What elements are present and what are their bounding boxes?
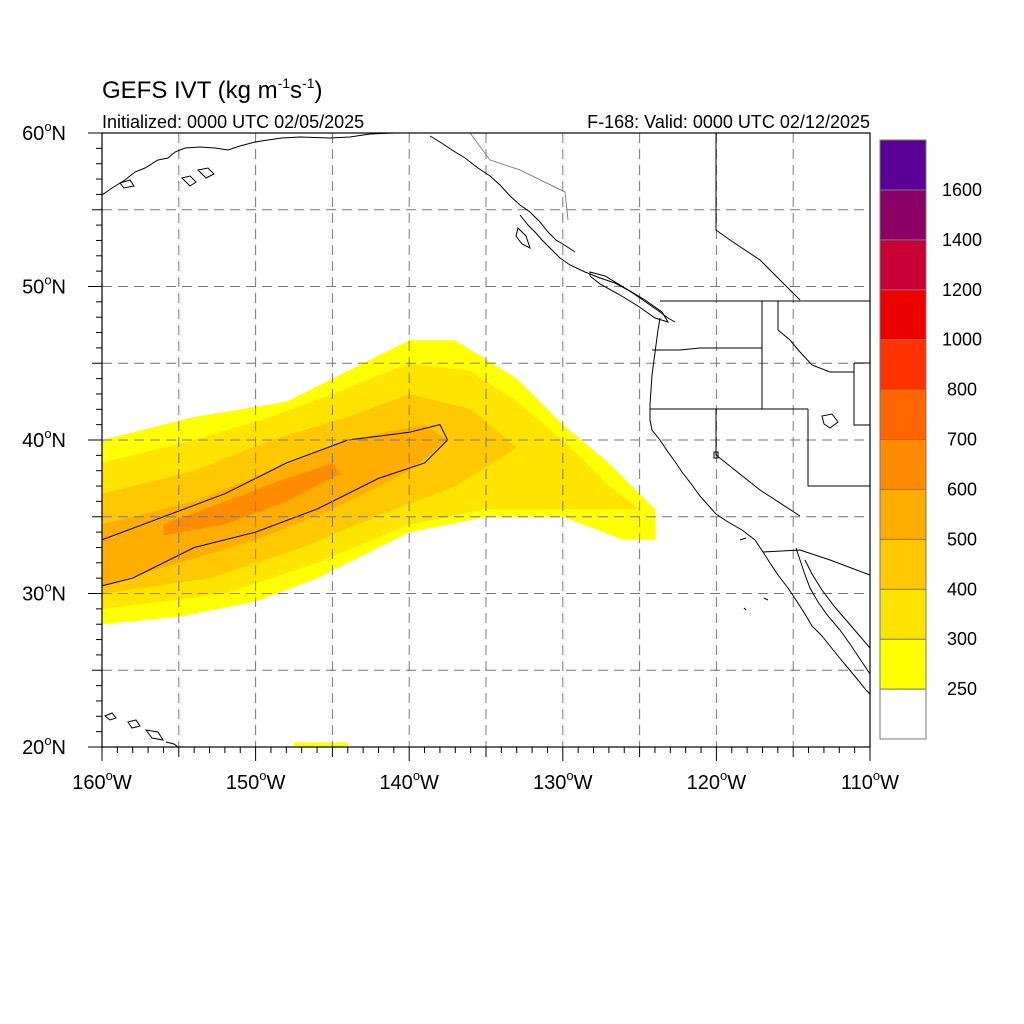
map-area <box>102 133 870 747</box>
nevada-utah-border <box>807 409 870 487</box>
alaska-islands <box>119 167 215 189</box>
lon-tick-label: 140oW <box>379 768 439 794</box>
us-west-coast <box>649 317 870 695</box>
idaho-montana-border <box>777 301 854 373</box>
colorbar-swatch <box>879 439 927 490</box>
lat-tick-label: 20oN <box>22 733 66 759</box>
bc-alberta-border <box>715 133 801 301</box>
ivt-patch-south <box>294 742 348 747</box>
colorbar-swatch <box>879 289 927 341</box>
colorbar-label: 600 <box>947 479 977 499</box>
lat-tick-label: 50oN <box>22 273 66 299</box>
colorbar-label: 1200 <box>942 280 982 300</box>
colorbar-label: 400 <box>947 579 977 599</box>
axis-labels: 160oW 150oW 140oW 130oW 120oW 110oW 60oN 50oN 40… <box>22 119 899 794</box>
gridlines <box>102 133 870 747</box>
figure-title: GEFS IVT (kg m-1s-1) <box>102 75 323 104</box>
lat-tick-label: 60oN <box>22 119 66 145</box>
lon-tick-label: 150oW <box>226 768 286 794</box>
colorbar-swatch <box>879 139 927 191</box>
lon-tick-label: 160oW <box>72 768 132 794</box>
vancouver-island <box>589 271 670 323</box>
alaska-coast <box>102 133 396 196</box>
colorbar-label: 1000 <box>942 330 982 350</box>
colorbar-swatch <box>879 588 927 640</box>
colorbar-swatch <box>879 189 927 241</box>
colorbar-label: 700 <box>947 430 977 450</box>
colorbar-swatch <box>879 488 927 540</box>
lat-tick-label: 40oN <box>22 426 66 452</box>
valid-time-label: F-168: Valid: 0000 UTC 02/12/2025 <box>587 112 870 132</box>
montana-wyoming-border <box>853 362 870 426</box>
baja-peninsula <box>795 547 870 675</box>
lat-tick-label: 30oN <box>22 580 66 606</box>
alaska-coast-southeast <box>429 135 576 253</box>
great-salt-lake <box>821 413 839 429</box>
channel-islands <box>739 537 769 611</box>
washington-oregon-border <box>652 347 762 351</box>
axis-ticks <box>88 132 871 761</box>
california-nevada-border <box>715 409 801 517</box>
us-mexico-border <box>762 549 870 576</box>
lon-tick-label: 120oW <box>687 768 747 794</box>
colorbar-swatch <box>879 389 927 441</box>
lake-tahoe <box>713 451 719 459</box>
coastlines <box>102 133 870 747</box>
bc-coast <box>519 214 676 323</box>
hawaii-islands <box>104 712 179 747</box>
colorbar-swatch <box>879 638 927 690</box>
colorbar-swatch <box>879 239 927 291</box>
alaska-canada-border <box>469 133 569 221</box>
colorbar-label: 1600 <box>942 180 982 200</box>
ivt-shading <box>102 340 655 747</box>
colorbar-label: 500 <box>947 529 977 549</box>
colorbar-swatch <box>879 538 927 590</box>
lon-tick-label: 110oW <box>841 768 899 794</box>
colorbar-label: 250 <box>947 679 977 699</box>
colorbar-swatch <box>879 339 927 391</box>
colorbar-label: 800 <box>947 380 977 400</box>
gulf-of-california <box>804 559 870 649</box>
haida-gwaii <box>515 227 531 249</box>
lon-tick-label: 130oW <box>533 768 593 794</box>
colorbar-label: 1400 <box>942 230 982 250</box>
colorbar-label: 300 <box>947 629 977 649</box>
colorbar: 250 300 400 500 600 700 800 1000 1200 1400 1600 <box>879 139 982 740</box>
colorbar-swatch <box>879 688 927 740</box>
initialized-label: Initialized: 0000 UTC 02/05/2025 <box>102 112 364 132</box>
